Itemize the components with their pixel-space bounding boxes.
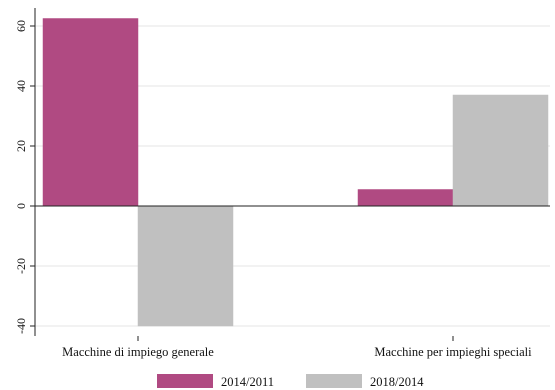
y-tick-label: -40 — [14, 318, 28, 334]
legend-swatch — [157, 374, 213, 388]
category-label: Macchine di impiego generale — [62, 345, 214, 359]
y-axis-ticks: -40 -20 0 20 40 60 — [14, 20, 35, 334]
y-tick-label: 0 — [14, 203, 28, 209]
legend-label: 2014/2011 — [221, 375, 274, 389]
legend-swatch — [306, 374, 362, 388]
bar-2018-2014-1 — [137, 205, 234, 327]
bars — [42, 18, 549, 327]
category-label: Macchine per impieghi speciali — [374, 345, 532, 359]
bar-2014-2011-1 — [42, 18, 139, 207]
legend-label: 2018/2014 — [370, 375, 424, 389]
y-tick-label: 60 — [14, 20, 28, 32]
x-axis-categories: Macchine di impiego generale Macchine per… — [62, 336, 532, 359]
y-tick-label: -20 — [14, 258, 28, 274]
legend: 2014/2011 2018/2014 — [157, 374, 424, 389]
y-tick-label: 40 — [14, 80, 28, 92]
y-tick-label: 20 — [14, 140, 28, 152]
bar-2018-2014-2 — [452, 94, 549, 207]
bar-2014-2011-2 — [357, 189, 454, 207]
